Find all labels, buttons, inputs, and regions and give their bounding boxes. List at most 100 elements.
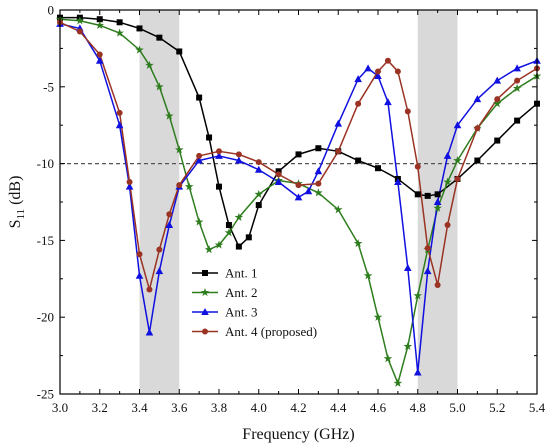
data-point-ant-3 bbox=[493, 76, 502, 84]
series-line-ant-3 bbox=[59, 23, 538, 374]
data-point-ant-3 bbox=[254, 165, 263, 173]
data-point-ant-2 bbox=[214, 240, 224, 249]
x-tick-label: 4.0 bbox=[251, 400, 267, 415]
data-point-ant-2 bbox=[363, 271, 373, 280]
data-point-ant-4 bbox=[384, 57, 391, 64]
data-point-ant-3 bbox=[384, 98, 392, 106]
data-point-ant-4 bbox=[315, 180, 322, 187]
data-point-ant-3 bbox=[135, 271, 144, 279]
data-point-ant-1 bbox=[375, 165, 381, 172]
data-point-ant-3 bbox=[473, 95, 482, 103]
series-line-ant-4 bbox=[59, 21, 538, 291]
data-point-ant-1 bbox=[96, 16, 103, 23]
data-point-ant-3 bbox=[95, 56, 104, 64]
data-point-ant-1 bbox=[295, 151, 302, 158]
data-point-ant-3 bbox=[354, 75, 362, 83]
data-point-ant-1 bbox=[216, 183, 222, 190]
data-point-ant-2 bbox=[433, 203, 442, 212]
data-point-ant-2 bbox=[204, 245, 214, 254]
data-point-ant-3 bbox=[115, 121, 124, 129]
data-point-ant-4 bbox=[414, 163, 421, 170]
data-point-ant-3 bbox=[334, 119, 343, 127]
data-point-ant-4 bbox=[116, 109, 123, 116]
data-point-ant-1 bbox=[116, 19, 123, 26]
data-point-ant-1 bbox=[136, 25, 143, 32]
data-point-ant-1 bbox=[474, 157, 481, 164]
data-point-ant-3 bbox=[215, 151, 223, 159]
data-point-ant-2 bbox=[75, 16, 85, 25]
data-point-ant-2 bbox=[512, 83, 522, 92]
data-point-ant-4 bbox=[156, 246, 163, 253]
series-line-ant-1 bbox=[60, 16, 538, 248]
data-point-ant-2 bbox=[403, 341, 413, 351]
data-point-ant-3 bbox=[404, 264, 412, 272]
legend-marker-ant-2 bbox=[200, 288, 210, 297]
data-point-ant-3 bbox=[364, 64, 372, 72]
data-point-ant-4 bbox=[255, 159, 262, 166]
data-point-ant-2 bbox=[234, 212, 244, 221]
data-point-ant-1 bbox=[434, 191, 441, 198]
x-tick-label: 4.6 bbox=[370, 400, 387, 415]
data-point-ant-4 bbox=[176, 182, 183, 189]
data-point-ant-4 bbox=[444, 222, 451, 229]
data-point-ant-1 bbox=[355, 157, 362, 164]
data-point-ant-1 bbox=[424, 192, 431, 199]
x-tick-label: 4.4 bbox=[330, 400, 347, 415]
legend: Ant. 1 Ant. 2 Ant. 3 Ant. 4 (proposed) bbox=[192, 266, 317, 339]
data-point-ant-3 bbox=[274, 178, 283, 186]
data-point-ant-4 bbox=[355, 100, 362, 107]
data-point-ant-2 bbox=[353, 238, 363, 248]
data-point-ant-3 bbox=[433, 198, 442, 205]
data-point-ant-3 bbox=[394, 178, 402, 186]
data-point-ant-1 bbox=[206, 134, 213, 141]
x-tick-label: 5.4 bbox=[529, 400, 546, 415]
data-point-ant-4 bbox=[235, 151, 242, 158]
data-point-ant-4 bbox=[375, 68, 381, 75]
y-axis-label-unit: (dB) bbox=[7, 176, 24, 209]
data-point-ant-3 bbox=[125, 182, 134, 190]
data-point-ant-1 bbox=[514, 117, 521, 124]
data-point-ant-2 bbox=[453, 156, 462, 165]
y-tick-label: -25 bbox=[37, 387, 54, 402]
x-tick-label: 3.2 bbox=[92, 400, 108, 415]
data-point-ant-3 bbox=[374, 72, 382, 80]
data-point-ant-4 bbox=[404, 108, 411, 115]
data-point-ant-3 bbox=[195, 156, 203, 164]
y-tick-label: 0 bbox=[48, 3, 55, 18]
data-point-ant-4 bbox=[96, 51, 103, 58]
data-point-ant-2 bbox=[135, 45, 144, 54]
legend-marker-ant-1 bbox=[202, 270, 208, 276]
y-tick-label: -5 bbox=[43, 79, 54, 94]
shaded-band-1 bbox=[139, 10, 180, 394]
data-point-ant-2 bbox=[194, 217, 204, 226]
data-point-ant-1 bbox=[196, 94, 203, 101]
data-point-ant-2 bbox=[155, 82, 164, 91]
x-tick-label: 4.8 bbox=[410, 400, 426, 415]
data-point-ant-3 bbox=[413, 368, 422, 376]
data-point-ant-2 bbox=[443, 177, 452, 186]
legend-marker-ant-3 bbox=[201, 308, 209, 315]
data-point-ant-4 bbox=[335, 148, 342, 155]
data-point-ant-4 bbox=[434, 281, 441, 288]
data-point-ant-2 bbox=[314, 188, 323, 197]
data-point-ant-4 bbox=[295, 182, 302, 189]
data-point-ant-4 bbox=[136, 251, 143, 258]
y-axis-label-main: S bbox=[7, 220, 24, 229]
data-point-ant-2 bbox=[224, 228, 234, 237]
x-tick-label: 5.0 bbox=[449, 400, 465, 415]
data-point-ant-2 bbox=[184, 182, 194, 191]
data-point-ant-4 bbox=[494, 96, 501, 103]
data-point-ant-2 bbox=[95, 20, 105, 29]
data-point-ant-3 bbox=[145, 328, 154, 336]
x-tick-label: 3.8 bbox=[211, 400, 227, 415]
data-point-ant-3 bbox=[443, 151, 452, 159]
legend-label-ant-4: Ant. 4 (proposed) bbox=[225, 324, 317, 339]
data-point-ant-3 bbox=[453, 121, 462, 129]
data-point-ant-1 bbox=[176, 48, 183, 55]
data-point-ant-3 bbox=[423, 267, 432, 275]
data-point-ant-4 bbox=[454, 175, 461, 182]
data-point-ant-4 bbox=[394, 68, 401, 75]
y-tick-label: -10 bbox=[37, 156, 54, 171]
data-point-ant-1 bbox=[225, 222, 232, 229]
